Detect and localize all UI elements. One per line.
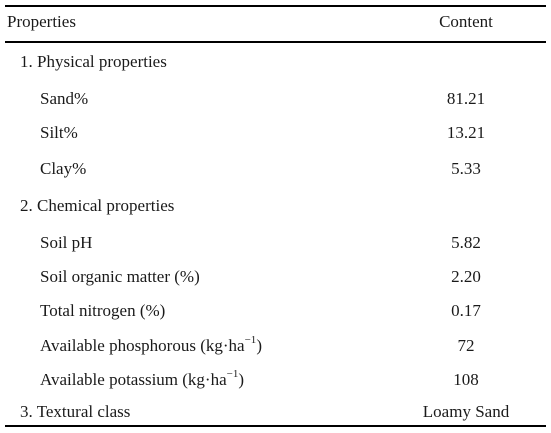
row-label: Sand%: [40, 89, 89, 108]
table-row: Soil organic matter (%) 2.20: [0, 265, 551, 289]
table-row: 1. Physical properties: [0, 50, 551, 74]
row-value: 108: [453, 370, 479, 389]
row-label: Soil pH: [40, 233, 93, 252]
row-label: 1. Physical properties: [20, 52, 167, 71]
header-content: Content: [439, 12, 493, 31]
row-value: Loamy Sand: [422, 402, 510, 421]
row-label: 2. Chemical properties: [20, 196, 175, 215]
table-row: Clay% 5.33: [0, 157, 551, 181]
table-row: 3. Textural class Loamy Sand: [0, 400, 551, 424]
row-value: 81.21: [446, 89, 486, 108]
row-label: Silt%: [40, 123, 78, 142]
row-value: 5.33: [451, 159, 481, 178]
row-value: 13.21: [446, 123, 486, 142]
row-label: Available potassium (kg·ha−1): [40, 368, 245, 389]
row-value: 72: [457, 336, 475, 355]
header-properties: Properties: [7, 12, 76, 31]
table-row: Total nitrogen (%) 0.17: [0, 299, 551, 323]
table-top-rule: [5, 5, 546, 7]
row-value: 0.17: [451, 301, 481, 320]
table-row: Available potassium (kg·ha−1) 108: [0, 368, 551, 392]
table-row: 2. Chemical properties: [0, 194, 551, 218]
row-label: Total nitrogen (%): [40, 301, 166, 320]
table-row: Sand% 81.21: [0, 87, 551, 111]
row-label: Available phosphorous (kg·ha−1): [40, 334, 262, 355]
row-label: Soil organic matter (%): [40, 267, 200, 286]
row-value: 5.82: [451, 233, 481, 252]
row-label: Clay%: [40, 159, 87, 178]
table-row: Soil pH 5.82: [0, 231, 551, 255]
table-row: Silt% 13.21: [0, 121, 551, 145]
table-bottom-rule: [5, 425, 546, 427]
row-label: 3. Textural class: [20, 402, 131, 421]
table-row: Available phosphorous (kg·ha−1) 72: [0, 334, 551, 358]
row-value: 2.20: [451, 267, 481, 286]
table-header-row: Properties Content: [0, 10, 551, 34]
table-header-rule: [5, 41, 546, 43]
